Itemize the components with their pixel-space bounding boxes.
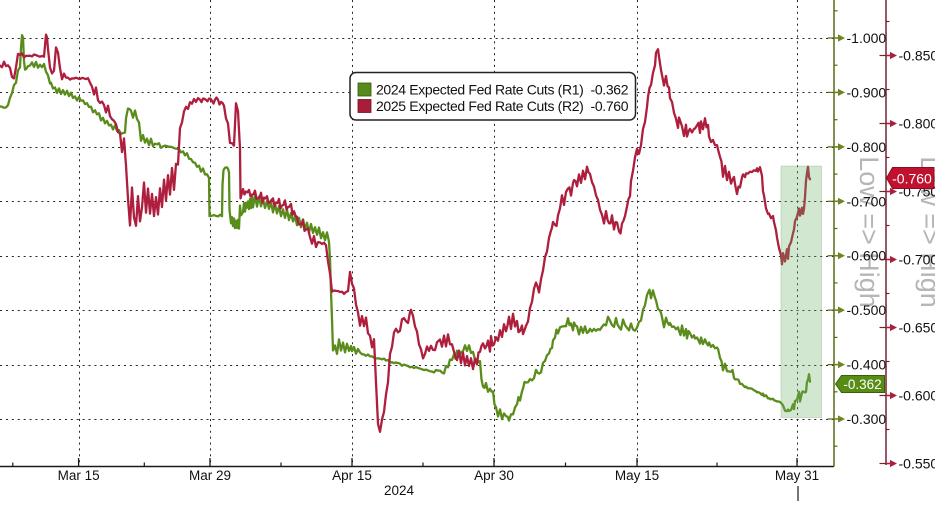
svg-text:-0.300: -0.300: [847, 411, 887, 427]
svg-text:May 31: May 31: [775, 468, 819, 483]
svg-text:2024 Expected Fed Rate Cuts (R: 2024 Expected Fed Rate Cuts (R1) -0.362: [376, 82, 629, 98]
svg-text:2024: 2024: [384, 483, 415, 498]
svg-text:May 15: May 15: [615, 468, 659, 483]
svg-text:Apr 15: Apr 15: [332, 468, 372, 483]
svg-text:-0.760: -0.760: [892, 171, 932, 187]
svg-text:-0.800: -0.800: [899, 116, 935, 132]
svg-text:-0.400: -0.400: [847, 357, 887, 373]
svg-text:-0.700: -0.700: [847, 193, 887, 209]
svg-text:-0.600: -0.600: [899, 388, 935, 404]
svg-text:-0.850: -0.850: [899, 48, 935, 64]
svg-text:-0.800: -0.800: [847, 139, 887, 155]
svg-text:Apr 30: Apr 30: [474, 468, 514, 483]
svg-text:-0.550: -0.550: [899, 456, 935, 472]
svg-text:Mar 29: Mar 29: [189, 468, 231, 483]
svg-text:Low => High: Low => High: [854, 156, 884, 308]
svg-text:-1.000: -1.000: [847, 30, 887, 46]
svg-text:-0.900: -0.900: [847, 84, 887, 100]
svg-text:-0.650: -0.650: [899, 320, 935, 336]
svg-text:-0.600: -0.600: [847, 248, 887, 264]
svg-text:-0.700: -0.700: [899, 252, 935, 268]
svg-text:Mar 15: Mar 15: [58, 468, 100, 483]
svg-text:2025 Expected Fed Rate Cuts (R: 2025 Expected Fed Rate Cuts (R2) -0.760: [376, 98, 629, 114]
svg-text:-0.500: -0.500: [847, 302, 887, 318]
svg-text:-0.362: -0.362: [843, 377, 881, 392]
